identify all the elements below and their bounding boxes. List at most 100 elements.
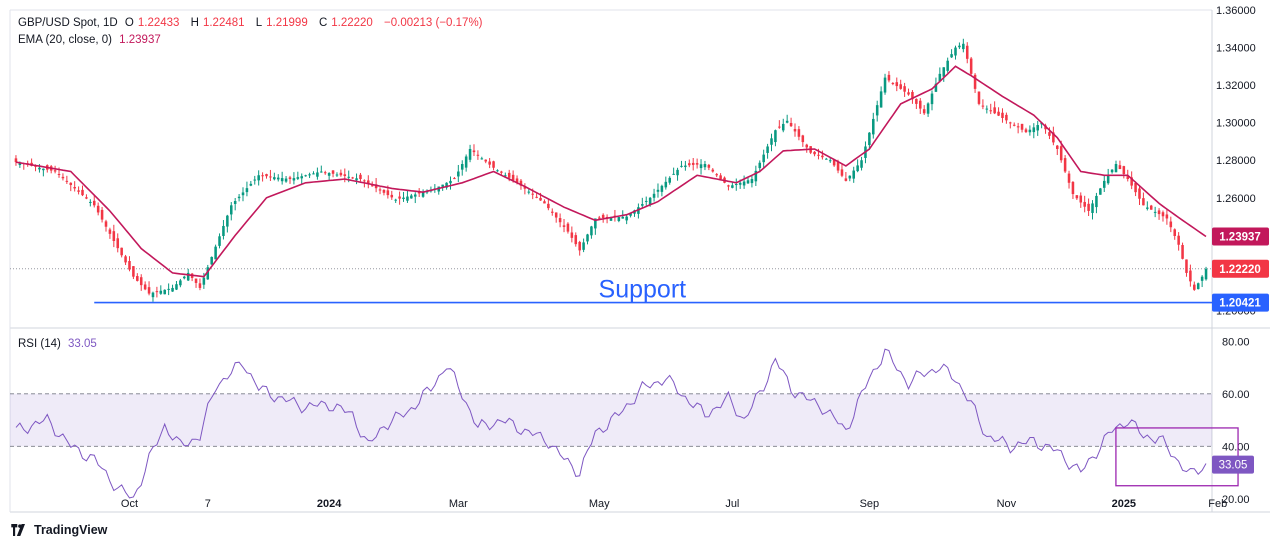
time-tick-label: Sep [860, 498, 880, 510]
candle-body [962, 43, 965, 50]
candle-body [895, 82, 899, 87]
candle-body [500, 171, 503, 173]
candle-body [997, 111, 1000, 116]
candle-body [100, 209, 104, 220]
candle-body [727, 185, 730, 187]
candle-body [554, 212, 558, 218]
candle-body [1020, 123, 1024, 130]
candle-body [183, 276, 186, 279]
candle-body [648, 197, 652, 205]
candle-body [335, 174, 339, 176]
candle-body [942, 67, 946, 77]
candle-body [386, 190, 390, 196]
candle-body [229, 205, 233, 215]
candle-body [883, 77, 887, 93]
candle-body [504, 175, 507, 177]
candle-body [1106, 175, 1110, 184]
candle-body [770, 138, 773, 145]
ema-legend: EMA (20, close, 0) 1.23937 [18, 34, 165, 46]
rsi-tick-label: 20.00 [1222, 494, 1250, 506]
candle-body [163, 289, 166, 295]
candle-body [586, 234, 589, 242]
candle-body [778, 126, 781, 128]
candle-body [789, 122, 793, 127]
candle-body [762, 154, 765, 163]
candle-body [1146, 207, 1149, 209]
candle-body [1005, 114, 1008, 121]
candle-body [441, 184, 444, 187]
candle-body [793, 128, 797, 132]
candle-body [574, 235, 578, 245]
candle-body [668, 177, 671, 183]
candle-body [1095, 195, 1098, 208]
time-tick-label: May [589, 498, 610, 510]
candle-body [316, 172, 319, 177]
candle-body [911, 91, 914, 100]
candle-body [468, 148, 472, 160]
candle-body [891, 83, 895, 85]
candle-body [480, 158, 484, 160]
candle-body [304, 175, 307, 177]
high-value: 1.22481 [202, 17, 245, 29]
candle-body [464, 156, 468, 168]
candle-body [711, 169, 715, 172]
candle-body [684, 165, 687, 168]
candle-body [523, 186, 527, 189]
candle-body [1134, 183, 1137, 193]
candle-body [1001, 112, 1004, 118]
candle-body [233, 201, 237, 204]
candle-body [198, 283, 202, 288]
candle-body [664, 181, 668, 188]
tradingview-logo-icon [11, 524, 25, 536]
candle-body [566, 223, 570, 232]
candle-body [261, 175, 264, 177]
candle-body [214, 246, 217, 260]
candle-body [120, 247, 123, 256]
candle-body [644, 200, 648, 202]
candle-body [1056, 145, 1059, 149]
candle-body [1087, 203, 1090, 211]
price-badge-label: 1.22220 [1219, 264, 1261, 276]
candle-body [887, 74, 891, 81]
candle-body [136, 276, 139, 281]
time-tick-label: Mar [449, 498, 468, 510]
candle-body [1165, 214, 1169, 219]
candle-body [1138, 188, 1141, 199]
candle-body [406, 196, 409, 201]
candle-body [359, 174, 362, 180]
candle-body [445, 182, 448, 188]
candle-body [1149, 205, 1153, 210]
candle-body [977, 91, 981, 104]
candle-body [116, 238, 120, 249]
candle-body [985, 108, 989, 110]
candle-body [539, 197, 542, 201]
candle-body [597, 217, 601, 219]
candle-body [1052, 132, 1055, 143]
candle-body [879, 91, 883, 108]
candle-body [570, 232, 574, 238]
candle-body [519, 180, 523, 186]
candle-body [543, 201, 546, 204]
candle-body [265, 174, 268, 177]
candle-body [139, 277, 143, 286]
candle-body [312, 173, 315, 175]
open-value: 1.22433 [137, 17, 180, 29]
candle-body [413, 194, 417, 197]
candle-body [237, 196, 241, 199]
candle-body [551, 211, 554, 213]
candle-body [457, 171, 460, 177]
candle-body [104, 221, 108, 227]
rsi-tick-label: 40.00 [1222, 441, 1250, 453]
tradingview-brand[interactable]: TradingView [10, 523, 107, 537]
candle-body [805, 144, 809, 148]
candle-body [18, 163, 22, 166]
time-tick-label: Feb [1208, 498, 1227, 510]
candle-body [1193, 284, 1196, 290]
candle-body [73, 186, 76, 189]
candle-body [828, 160, 832, 162]
candle-body [124, 256, 127, 263]
candle-body [1067, 173, 1071, 183]
candle-body [1099, 188, 1102, 195]
candle-body [511, 174, 515, 181]
